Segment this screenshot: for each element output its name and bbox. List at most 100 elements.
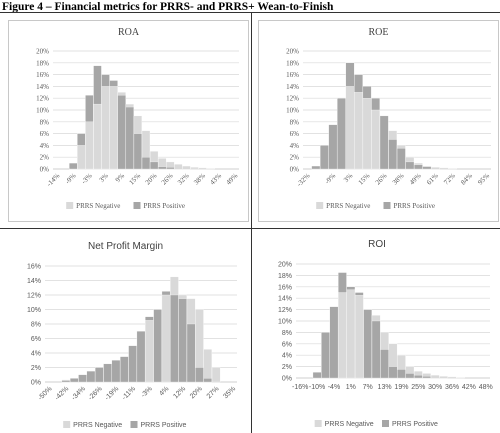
x-tick-label: 15% bbox=[128, 172, 143, 187]
x-tick-label: 32% bbox=[176, 172, 191, 187]
y-tick-label: 16% bbox=[27, 264, 41, 271]
x-tick-label: 3% bbox=[342, 172, 354, 184]
bar-prrs-positive bbox=[120, 356, 129, 383]
bar-prrs-positive bbox=[182, 168, 191, 170]
bar-prrs-negative bbox=[77, 145, 86, 170]
x-tick-label: 4% bbox=[158, 385, 170, 397]
bar-prrs-positive bbox=[328, 124, 338, 170]
bar-prrs-positive bbox=[186, 323, 196, 383]
bar-prrs-negative bbox=[354, 295, 364, 379]
bar-prrs-positive bbox=[329, 306, 339, 379]
x-tick-label: 20% bbox=[144, 172, 159, 187]
legend-label: PRRS Negative bbox=[325, 421, 374, 428]
bar-prrs-positive bbox=[125, 106, 134, 170]
y-tick-label: 8% bbox=[290, 118, 300, 126]
x-tick-label: 15% bbox=[357, 172, 372, 187]
bar-prrs-negative bbox=[345, 86, 355, 170]
net-profit-margin-chart: Net Profit Margin 0% 2% 4% 6% 8% 10% 12% 14% 16% -… bbox=[0, 230, 251, 433]
bar-prrs-positive bbox=[69, 378, 79, 383]
legend-swatch bbox=[66, 202, 74, 209]
bar-prrs-negative bbox=[190, 167, 199, 170]
bar-prrs-positive bbox=[78, 374, 87, 383]
x-tick-label: 1% bbox=[346, 384, 356, 391]
y-tick-label: 20% bbox=[36, 48, 49, 56]
x-tick-label: 25% bbox=[411, 384, 425, 391]
bar-prrs-positive bbox=[388, 139, 398, 170]
chart-svg: Net Profit Margin 0% 2% 4% 6% 8% 10% 12% 14% 16% -… bbox=[27, 241, 237, 429]
x-tick-label: -50% bbox=[37, 385, 54, 402]
bar-prrs-positive bbox=[337, 98, 346, 170]
bar-prrs-negative bbox=[354, 92, 363, 170]
bar-prrs-positive bbox=[312, 372, 322, 379]
legend-swatch bbox=[130, 421, 138, 428]
bar-prrs-positive bbox=[396, 148, 406, 170]
y-tick-label: 16% bbox=[278, 284, 292, 291]
legend-label: PRRS Positive bbox=[392, 421, 438, 428]
bar-prrs-positive bbox=[141, 157, 151, 170]
bar-prrs-negative bbox=[198, 167, 207, 170]
x-tick-label: -26% bbox=[87, 385, 104, 402]
x-tick-label: -3% bbox=[80, 172, 94, 186]
y-tick-label: 14% bbox=[278, 296, 292, 303]
y-tick-label: 0% bbox=[40, 166, 50, 174]
x-tick-label: 36% bbox=[445, 384, 459, 391]
bar-prrs-positive bbox=[311, 165, 321, 170]
y-tick-label: 16% bbox=[286, 71, 299, 79]
y-tick-label: 20% bbox=[278, 262, 292, 269]
x-tick-label: -9% bbox=[323, 172, 337, 186]
x-tick-label: 30% bbox=[428, 384, 442, 391]
bar-prrs-negative bbox=[145, 320, 154, 383]
x-tick-label: 26% bbox=[160, 172, 175, 187]
bar-prrs-positive bbox=[321, 332, 330, 379]
x-tick-label: -14% bbox=[45, 172, 61, 188]
legend-swatch bbox=[314, 420, 322, 427]
chart-title: ROI bbox=[368, 239, 386, 250]
bar-prrs-positive bbox=[371, 320, 381, 379]
x-tick-label: 49% bbox=[225, 172, 240, 187]
y-tick-label: 0% bbox=[290, 166, 300, 174]
bar-prrs-positive bbox=[405, 161, 415, 170]
x-tick-label: 38% bbox=[391, 172, 406, 187]
x-tick-label: -19% bbox=[104, 385, 121, 402]
bar-prrs-positive bbox=[414, 164, 423, 170]
bar-prrs-negative bbox=[448, 168, 457, 170]
y-tick-label: 2% bbox=[290, 154, 300, 162]
bar-prrs-positive bbox=[422, 376, 432, 379]
chart-svg: ROE 0% 2% 4% 6% 8% 10% 12% 14% 16% 18% 20% -32% -9% 3%… bbox=[286, 27, 491, 210]
x-tick-label: 42% bbox=[462, 384, 476, 391]
legend-swatch bbox=[133, 202, 141, 209]
legend-label: PRRS Negative bbox=[73, 422, 122, 429]
y-tick-label: 12% bbox=[286, 95, 299, 103]
y-tick-label: 8% bbox=[31, 322, 41, 329]
bar-prrs-negative bbox=[338, 292, 347, 379]
x-tick-label: 61% bbox=[425, 172, 440, 187]
y-tick-label: 12% bbox=[278, 307, 292, 314]
legend-label: PRRS Negative bbox=[76, 202, 120, 210]
bar-prrs-positive bbox=[178, 298, 187, 383]
y-tick-label: 2% bbox=[31, 365, 41, 372]
bar-prrs-positive bbox=[379, 115, 389, 170]
x-tick-label: 13% bbox=[378, 384, 392, 391]
bar-prrs-negative bbox=[93, 103, 102, 170]
x-tick-label: -11% bbox=[121, 385, 137, 401]
bar-prrs-negative bbox=[206, 168, 215, 170]
x-tick-label: -34% bbox=[70, 385, 87, 402]
y-tick-label: 4% bbox=[31, 351, 41, 358]
figure-top-border bbox=[0, 12, 500, 13]
bar-prrs-positive bbox=[95, 367, 104, 383]
bar-prrs-positive bbox=[363, 309, 372, 379]
bar-prrs-positive bbox=[422, 166, 432, 170]
y-tick-label: 4% bbox=[40, 142, 50, 150]
x-tick-label: 49% bbox=[408, 172, 423, 187]
bar-prrs-positive bbox=[388, 366, 398, 379]
x-tick-label: -9% bbox=[64, 172, 78, 186]
y-tick-label: 2% bbox=[40, 154, 50, 162]
bar-prrs-positive bbox=[117, 95, 126, 170]
legend-swatch bbox=[316, 202, 324, 209]
y-tick-label: 18% bbox=[36, 59, 49, 67]
bar-prrs-positive bbox=[136, 331, 146, 383]
bar-prrs-positive bbox=[405, 373, 415, 379]
x-tick-label: -3% bbox=[140, 385, 154, 399]
x-tick-label: 72% bbox=[442, 172, 457, 187]
legend-swatch bbox=[382, 420, 389, 427]
